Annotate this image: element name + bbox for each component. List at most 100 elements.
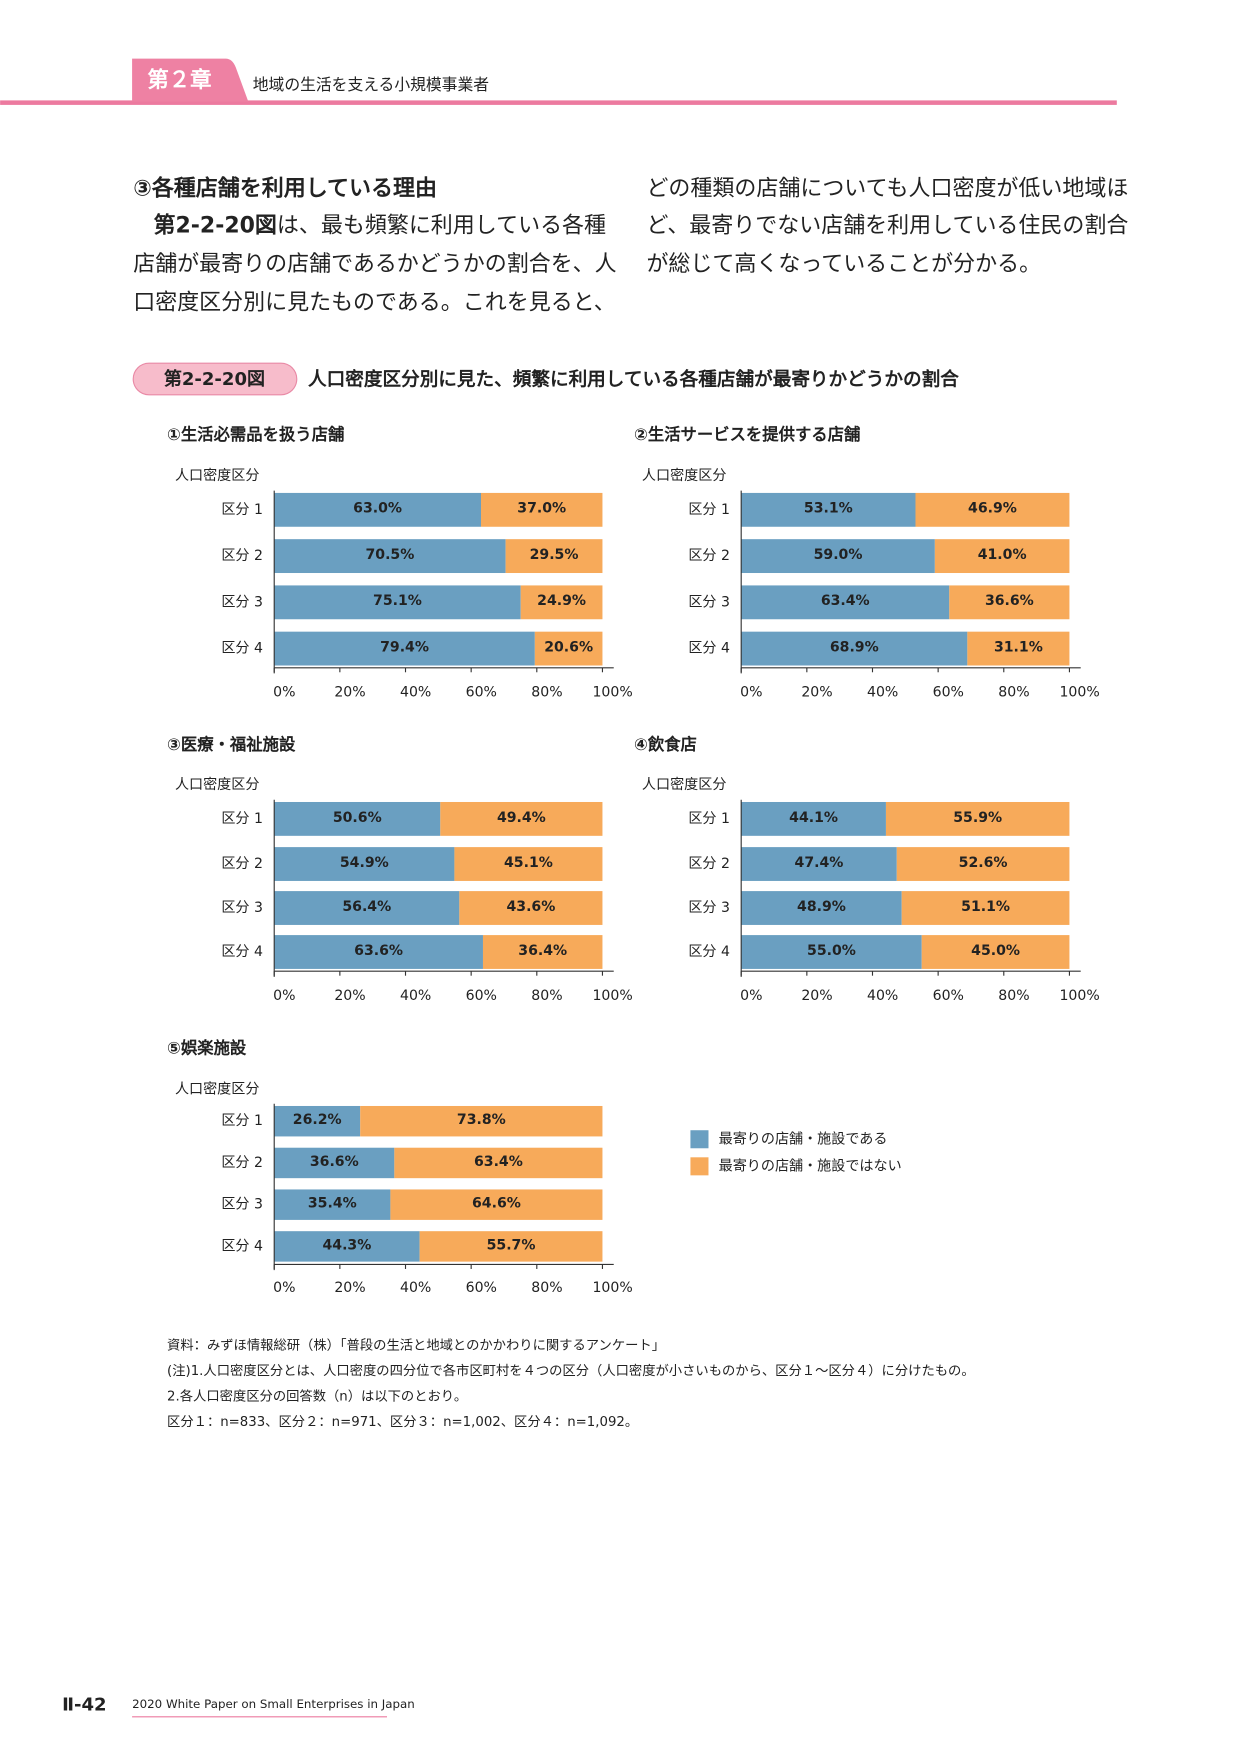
value-label: 64.6% (472, 1196, 521, 1212)
x-tick-label: 0% (273, 988, 295, 1004)
value-label: 63.6% (354, 943, 403, 959)
bar-segment (390, 1189, 603, 1220)
x-tick-label: 40% (867, 988, 898, 1004)
bar-segment (274, 891, 460, 925)
x-tick-label: 60% (466, 988, 497, 1004)
x-tick-label: 80% (531, 685, 562, 701)
body-lead: 第2-2-20図 (154, 213, 277, 239)
value-label: 43.6% (506, 899, 555, 915)
category-label: 区分 4 (221, 641, 263, 657)
header-rule (0, 100, 1117, 105)
bar-segment (934, 539, 1070, 574)
body-line: どの種類の店舗についても人口密度が低い地域ほ (646, 176, 1128, 201)
x-tick-label: 0% (740, 685, 762, 701)
x-tick-label: 0% (273, 685, 295, 701)
value-label: 20.6% (544, 639, 593, 655)
category-label: 区分 2 (221, 856, 263, 872)
value-label: 44.3% (322, 1237, 371, 1253)
x-tick-label: 40% (867, 685, 898, 701)
value-label: 52.6% (959, 855, 1008, 871)
value-label: 55.9% (953, 810, 1002, 826)
chart-title: ③医療・福祉施設 (167, 735, 296, 754)
x-tick-label: 100% (1059, 685, 1099, 701)
bar-segment (454, 847, 603, 881)
value-label: 63.4% (821, 593, 870, 609)
category-label: 区分 3 (688, 900, 730, 916)
body-line: 店舗が最寄りの店舗であるかどうかの割合を、人 (133, 252, 616, 277)
x-tick-label: 80% (998, 988, 1029, 1004)
chart-title: ②生活サービスを提供する店舗 (634, 425, 860, 444)
category-label: 区分 1 (221, 1113, 263, 1129)
value-label: 53.1% (804, 501, 853, 517)
value-label: 55.0% (807, 943, 856, 959)
value-label: 63.0% (353, 501, 402, 517)
bar-segment (741, 539, 935, 574)
chart-title: ⑤娯楽施設 (167, 1039, 247, 1058)
category-axis-title: 人口密度区分 (642, 776, 726, 793)
value-label: 46.9% (968, 501, 1017, 517)
value-label: 56.4% (342, 899, 391, 915)
category-label: 区分 3 (688, 594, 730, 610)
bar-segment (741, 492, 916, 527)
bar-segment (274, 935, 483, 969)
value-label: 45.1% (504, 855, 553, 871)
x-tick-label: 40% (400, 685, 431, 701)
x-tick-label: 0% (740, 988, 762, 1004)
header-title: 地域の生活を支える小規模事業者 (253, 75, 489, 94)
category-label: 区分 1 (221, 502, 263, 518)
value-label: 49.4% (497, 810, 546, 826)
page-number: Ⅱ-42 (62, 1694, 106, 1715)
value-label: 47.4% (795, 855, 844, 871)
value-label: 68.9% (830, 639, 879, 655)
body-line: ど、最寄りでない店舗を利用している住民の割合 (646, 214, 1128, 239)
bar-segment (274, 631, 535, 666)
category-label: 区分 2 (688, 856, 730, 872)
value-label: 35.4% (308, 1196, 357, 1212)
bar-segment (274, 492, 482, 527)
bar-segment (274, 847, 455, 881)
bar-segment (921, 935, 1070, 969)
value-label: 41.0% (978, 547, 1027, 563)
value-label: 51.1% (961, 899, 1010, 915)
bar-segment (520, 585, 603, 620)
bar-segment (741, 935, 922, 969)
value-label: 44.1% (789, 810, 838, 826)
value-label: 24.9% (537, 593, 586, 609)
x-tick-label: 20% (334, 988, 365, 1004)
legend-label: 最寄りの店舗・施設ではない (719, 1157, 902, 1174)
bar-segment (534, 631, 603, 666)
value-label: 26.2% (293, 1112, 342, 1128)
x-tick-label: 100% (1059, 988, 1099, 1004)
value-label: 48.9% (797, 899, 846, 915)
bar-segment (274, 585, 521, 620)
body-text: は、最も頻繁に利用している各種 (277, 214, 606, 239)
category-label: 区分 2 (221, 548, 263, 564)
note: (注)1.人口密度区分とは、人口密度の四分位で各市区町村を４つの区分（人口密度が… (167, 1362, 975, 1379)
bar-segment (741, 585, 950, 620)
x-tick-label: 20% (801, 685, 832, 701)
category-label: 区分 4 (221, 1238, 263, 1254)
x-tick-label: 0% (273, 1280, 295, 1296)
x-tick-label: 80% (531, 1280, 562, 1296)
publication: 2020 White Paper on Small Enterprises in… (132, 1697, 415, 1711)
bar-segment (459, 891, 603, 925)
bar-segment (901, 891, 1070, 925)
category-label: 区分 1 (688, 502, 730, 518)
value-label: 36.4% (518, 943, 567, 959)
chapter-label: 第２章 (147, 67, 211, 93)
category-label: 区分 2 (688, 548, 730, 564)
bar-segment (274, 1147, 395, 1179)
x-tick-label: 100% (592, 988, 632, 1004)
figure-title: 人口密度区分別に見た、頻繁に利用している各種店舗が最寄りかどうかの割合 (308, 369, 959, 391)
bar-segment (915, 492, 1070, 527)
legend-swatch (690, 1130, 709, 1149)
x-tick-label: 60% (466, 685, 497, 701)
bar-segment (274, 801, 441, 836)
category-label: 区分 4 (221, 944, 263, 960)
category-axis-title: 人口密度区分 (175, 467, 259, 484)
x-tick-label: 20% (334, 1280, 365, 1296)
x-tick-label: 40% (400, 988, 431, 1004)
bar-segment (741, 801, 886, 836)
